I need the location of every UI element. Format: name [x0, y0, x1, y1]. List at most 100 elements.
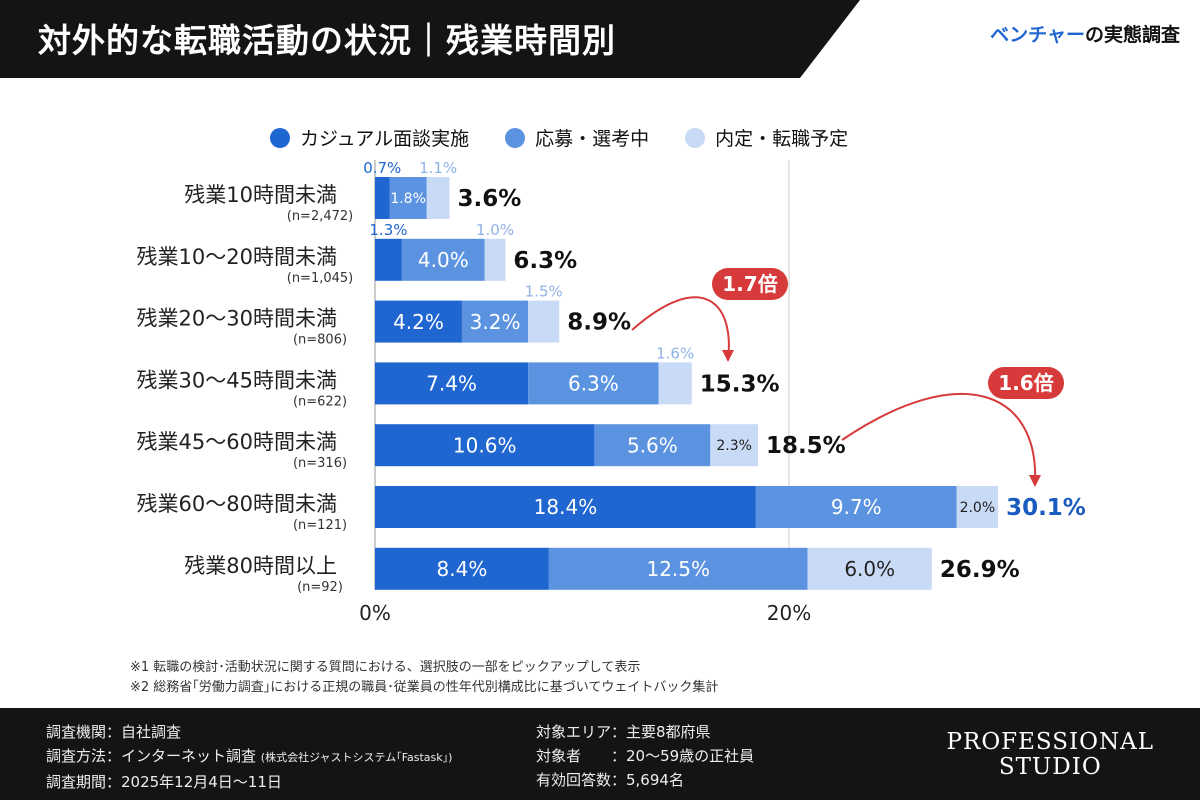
legend-label: 応募・選考中: [535, 128, 650, 150]
bar-segment: [528, 300, 560, 343]
bar-segment: [389, 177, 427, 219]
legend-item-offer: 内定・転職予定: [685, 124, 848, 151]
total-label: 15.3%: [700, 371, 780, 397]
category-label: 残業10時間未満: [184, 183, 337, 207]
bar-segment: [375, 177, 390, 219]
bar-value-label: 4.2%: [393, 310, 444, 334]
page-title: 対外的な転職活動の状況｜残業時間別: [38, 21, 616, 60]
bar-value-label: 5.6%: [627, 433, 678, 457]
total-label: 6.3%: [513, 248, 577, 274]
arrowhead-icon: [1029, 475, 1041, 487]
bar-segment: [548, 547, 808, 590]
category-label: 残業30〜45時間未満: [137, 368, 337, 392]
category-label: 残業20〜30時間未満: [137, 307, 337, 331]
bar-segment: [375, 238, 402, 281]
bar-segment: [807, 547, 932, 590]
bar-value-label: 3.2%: [470, 310, 521, 334]
footer: 調査機関：自社調査 調査方法：インターネット調査 (株式会社ジャストシステム｢F…: [0, 708, 1200, 800]
sample-size-label: (n=1,045): [287, 271, 354, 286]
bar-value-label: 2.3%: [716, 438, 752, 454]
bar-value-label: 1.5%: [525, 283, 563, 301]
total-label: 26.9%: [940, 557, 1020, 583]
bar-value-label: 6.0%: [844, 557, 895, 581]
ratio-badge: [712, 268, 788, 300]
footer-right: 対象エリア：主要8都府県 対象者 ：20〜59歳の正社員 有効回答数：5,694…: [536, 720, 754, 792]
bar-value-label: 1.0%: [476, 221, 514, 239]
notes: ※1 転職の検討･活動状況に関する質問における、選択肢の一部をピックアップして表…: [130, 658, 718, 698]
bar-value-label: 1.6%: [656, 344, 694, 362]
bar-segment: [426, 177, 450, 219]
total-label: 30.1%: [1006, 495, 1086, 521]
total-label: 18.5%: [766, 433, 846, 459]
target-people: 対象者 ：20〜59歳の正社員: [536, 747, 755, 765]
survey-org: 調査機関：自社調査: [46, 723, 182, 741]
total-label: 8.9%: [567, 310, 631, 336]
title-bar: [0, 0, 860, 78]
bar-value-label: 9.7%: [831, 495, 882, 519]
brand-label: ベンチャーの実態調査: [990, 20, 1180, 47]
bar-segment: [461, 300, 529, 343]
bar-segment: [401, 238, 485, 281]
x-tick-label: 20%: [767, 601, 811, 625]
bar-segment: [594, 424, 711, 467]
legend-dot-icon: [505, 127, 526, 148]
ratio-badge: [988, 367, 1064, 399]
bar-value-label: 1.1%: [419, 159, 457, 177]
bar-segment: [956, 486, 999, 528]
bar-value-label: 7.4%: [426, 372, 477, 396]
bar-segment: [375, 547, 549, 590]
legend-item-applying: 応募・選考中: [505, 124, 649, 151]
bar-segment: [375, 424, 595, 467]
total-label: 3.6%: [458, 186, 522, 212]
sample-size-label: (n=2,472): [287, 209, 354, 224]
bar-segment: [375, 362, 529, 405]
category-label: 残業80時間以上: [184, 554, 337, 578]
legend-dot-icon: [685, 127, 706, 148]
valid-responses: 有効回答数：5,694名: [536, 771, 684, 789]
bar-value-label: 8.4%: [437, 557, 488, 581]
note-1: ※1 転職の検討･活動状況に関する質問における、選択肢の一部をピックアップして表…: [130, 660, 641, 675]
survey-method: 調査方法：インターネット調査 (株式会社ジャストシステム｢Fastask｣): [46, 744, 452, 770]
bar-segment: [484, 238, 506, 281]
note-2: ※2 総務省｢労働力調査｣における正規の職員･従業員の性年代別構成比に基づいてウ…: [130, 680, 719, 695]
survey-period: 調査期間：2025年12月4日〜11日: [46, 773, 282, 791]
legend-item-casual: カジュアル面談実施: [270, 124, 469, 151]
logo-line-2: STUDIO: [998, 754, 1102, 780]
ratio-badge-label: 1.6倍: [998, 371, 1053, 395]
bar-segment: [375, 300, 462, 343]
legend: カジュアル面談実施 応募・選考中 内定・転職予定: [270, 124, 848, 151]
bar-value-label: 0.7%: [363, 159, 401, 177]
bar-value-label: 18.4%: [534, 495, 598, 519]
bar-value-label: 6.3%: [568, 372, 619, 396]
sample-size-label: (n=806): [293, 333, 347, 348]
x-tick-label: 0%: [359, 601, 391, 625]
ratio-badge-label: 1.7倍: [722, 272, 777, 296]
sample-size-label: (n=622): [293, 394, 347, 409]
bar-segment: [710, 424, 758, 467]
sample-size-label: (n=316): [293, 456, 347, 471]
brand-highlight: ベンチャー: [990, 24, 1085, 46]
brand-rest: の実態調査: [1084, 24, 1180, 46]
annotation-arrow: [631, 296, 730, 361]
survey-method-text: 調査方法：インターネット調査: [46, 747, 257, 765]
arrowhead-icon: [722, 350, 734, 362]
bar-segment: [755, 486, 957, 528]
legend-dot-icon: [270, 127, 290, 148]
bar-segment: [375, 486, 756, 528]
professional-studio-logo: PROFESSIONAL STUDIO: [947, 730, 1154, 780]
target-area: 対象エリア：主要8都府県: [536, 723, 711, 741]
bar-value-label: 12.5%: [646, 557, 710, 581]
category-label: 残業10〜20時間未満: [137, 245, 337, 269]
stacked-bar-chart: 0% 20% 残業10時間未満 (n=2,472) 0.7% 1.8% 1.1%3.6% 残業…: [137, 159, 1086, 625]
bar-segment: [658, 362, 692, 405]
category-label: 残業60〜80時間未満: [137, 492, 337, 516]
sample-size-label: (n=121): [293, 518, 347, 533]
bar-value-label: 1.3%: [369, 221, 407, 239]
bar-value-label: 4.0%: [418, 248, 469, 272]
legend-label: 内定・転職予定: [715, 128, 849, 150]
logo-line-1: PROFESSIONAL: [946, 729, 1154, 755]
bar-value-label: 1.8%: [390, 191, 426, 207]
sample-size-label: (n=92): [297, 580, 343, 595]
annotation-arrow: [841, 392, 1037, 486]
legend-label: カジュアル面談実施: [300, 128, 470, 150]
